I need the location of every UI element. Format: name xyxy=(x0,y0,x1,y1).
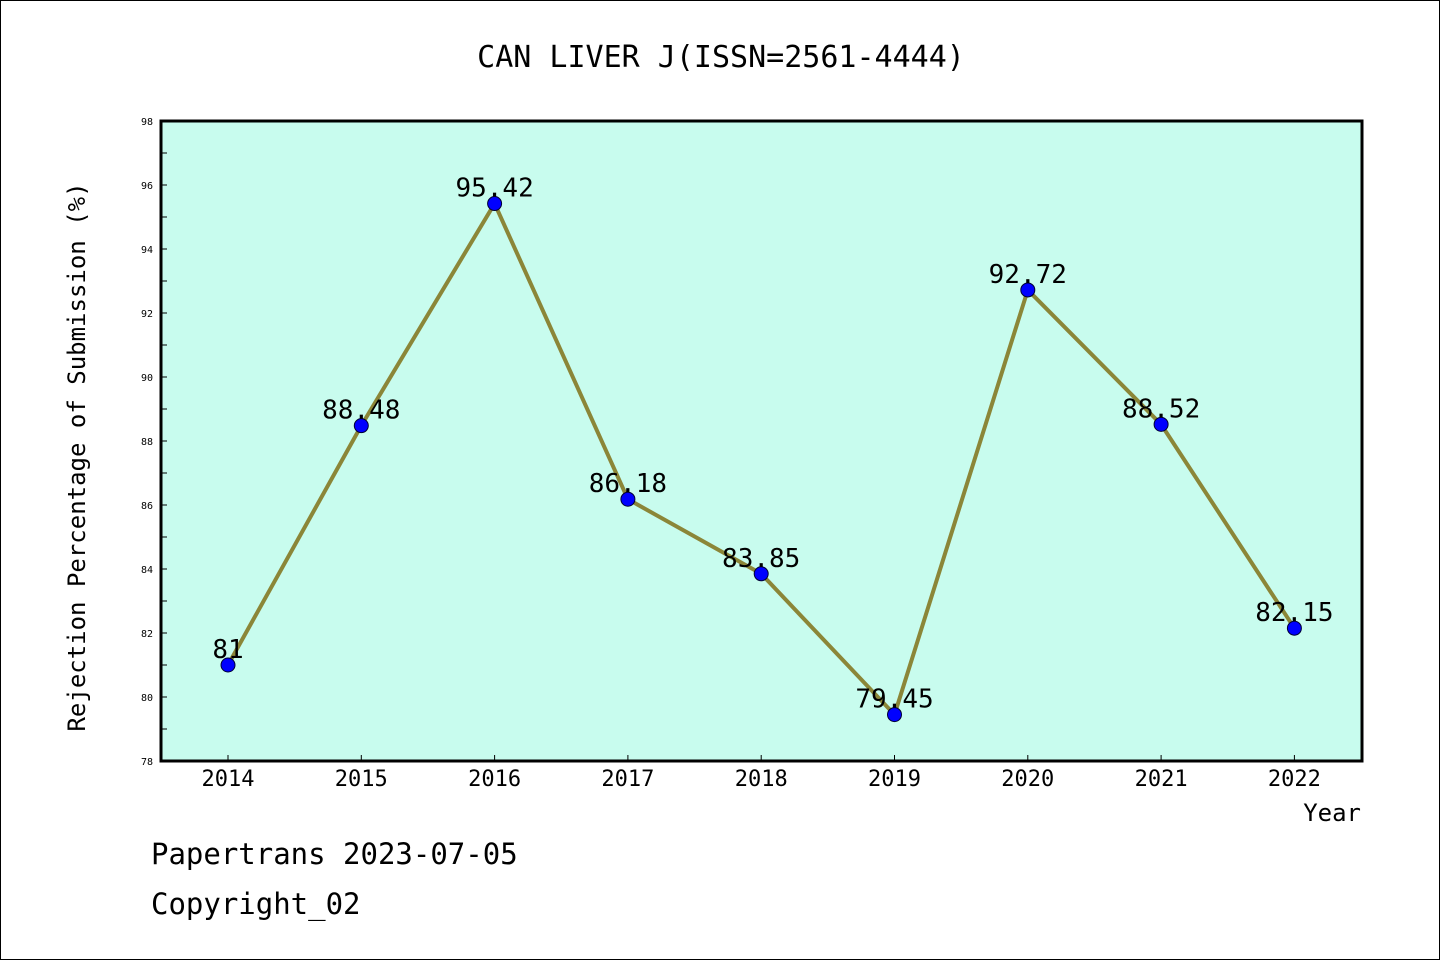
y-tick-label: 88 xyxy=(141,437,153,448)
y-tick-label: 98 xyxy=(141,117,153,128)
plot-border xyxy=(159,119,1364,763)
y-tick-label: 80 xyxy=(141,693,153,704)
x-tick-label: 2016 xyxy=(468,767,521,792)
data-label: 82.15 xyxy=(1255,598,1333,628)
y-tick-label: 86 xyxy=(141,501,153,512)
data-point xyxy=(353,418,369,434)
y-tick-label: 78 xyxy=(141,757,153,768)
x-tick-label: 2022 xyxy=(1268,767,1321,792)
x-tick-label: 2015 xyxy=(335,767,388,792)
x-tick-label: 2017 xyxy=(601,767,654,792)
data-label: 88.48 xyxy=(322,396,400,426)
y-tick-label: 84 xyxy=(141,565,153,576)
data-point xyxy=(1153,416,1169,432)
x-tick-label: 2018 xyxy=(735,767,788,792)
data-label: 86.18 xyxy=(589,469,667,499)
data-label: 92.72 xyxy=(989,260,1067,290)
data-point xyxy=(887,707,902,723)
y-tick-label: 92 xyxy=(141,309,153,320)
x-axis-label: Year xyxy=(1303,799,1361,827)
x-tick-label: 2020 xyxy=(1001,767,1054,792)
data-label: 81 xyxy=(212,635,243,665)
data-point xyxy=(620,491,636,507)
footer-date: Papertrans 2023-07-05 xyxy=(151,837,518,871)
x-tick-label: 2021 xyxy=(1135,767,1188,792)
y-axis-label: Rejection Percentage of Submission (%) xyxy=(63,182,91,731)
y-tick-label: 82 xyxy=(141,629,153,640)
data-point xyxy=(753,566,769,582)
x-tick-label: 2019 xyxy=(868,767,921,792)
footer-copyright: Copyright_02 xyxy=(151,887,361,921)
data-label: 95.42 xyxy=(455,174,533,204)
data-label: 79.45 xyxy=(855,685,933,715)
data-point xyxy=(1286,620,1302,636)
data-point xyxy=(487,196,503,212)
plot-area xyxy=(161,121,1362,761)
data-point xyxy=(1020,282,1036,298)
data-label: 83.85 xyxy=(722,544,800,574)
data-point xyxy=(220,657,236,673)
x-tick-label: 2014 xyxy=(202,767,255,792)
data-label: 88.52 xyxy=(1122,394,1200,424)
y-tick-label: 96 xyxy=(141,181,153,192)
y-tick-label: 90 xyxy=(141,373,153,384)
chart-title: CAN LIVER J(ISSN=2561-4444) xyxy=(477,40,965,75)
y-tick-label: 94 xyxy=(141,245,153,256)
